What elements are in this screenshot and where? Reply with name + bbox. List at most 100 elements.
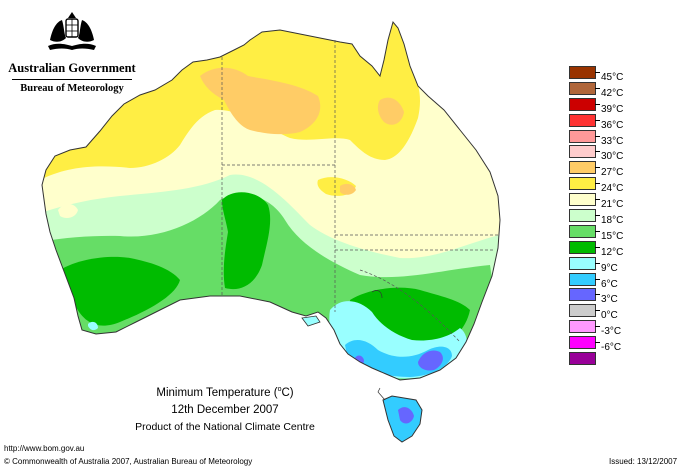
legend-label: -6°C: [601, 342, 622, 354]
legend-tick: [595, 326, 600, 328]
legend-swatch: [569, 193, 596, 207]
logo-divider: [12, 79, 132, 80]
legend-tick: [595, 72, 600, 73]
legend-swatch: [569, 209, 596, 223]
state-borders: [221, 40, 500, 343]
map-title: Minimum Temperature (oC): [156, 386, 294, 399]
legend-tick: [595, 87, 600, 89]
legend-tick: [595, 278, 600, 280]
legend-label: 9°C: [601, 262, 618, 274]
legend-swatch: [569, 97, 596, 111]
legend-swatch: [569, 161, 596, 175]
band-27-cape: [377, 97, 404, 125]
legend-row: -3°C: [569, 320, 633, 338]
government-name: Australian Government: [8, 61, 136, 75]
legend-row: 24°C: [569, 177, 633, 195]
band-27-kimberley: [200, 67, 321, 135]
bass-strait-islands: [377, 387, 386, 401]
legend-tick: [595, 103, 600, 105]
legend-swatch: [569, 129, 596, 143]
bureau-name: Bureau of Meteorology: [20, 83, 124, 94]
legend-label: 36°C: [601, 119, 624, 131]
legend-label: 12°C: [601, 246, 624, 258]
band-12-southwest: [60, 256, 180, 326]
legend-row: 9°C: [569, 256, 633, 274]
legend-row: 18°C: [569, 209, 633, 227]
legend-label: 6°C: [601, 278, 618, 290]
legend-swatch: [569, 320, 596, 334]
legend-tick: [595, 215, 600, 217]
legend-tick: [595, 310, 600, 312]
legend-row: [569, 352, 633, 368]
map-date: 12th December 2007: [171, 404, 279, 416]
band-12-central: [222, 192, 271, 290]
band-21-east-pocket: [450, 147, 468, 166]
legend-label: 24°C: [601, 183, 624, 195]
legend-row: -6°C: [569, 336, 633, 354]
kangaroo-island: [301, 315, 321, 327]
legend-swatch: [569, 336, 596, 350]
legend-row: 45°C: [569, 66, 633, 83]
legend-tick: [595, 342, 600, 344]
temperature-legend: 45°C 42°C 39°C 36°C 33°C 30°C 27°C 24°C 21°C 18°C…: [569, 66, 633, 368]
legend-tick: [595, 262, 600, 264]
legend-swatch: [569, 240, 596, 254]
river-marker: [371, 290, 383, 299]
legend-swatch: [569, 256, 596, 270]
legend-tick: [595, 199, 600, 201]
legend-tick: [595, 151, 600, 153]
legend-label: 15°C: [601, 230, 624, 242]
agency-logo: Australian Government Bureau of Meteorol…: [8, 10, 136, 94]
legend-row: 27°C: [569, 161, 633, 179]
band-27-gulf: [340, 183, 356, 195]
legend-row: 42°C: [569, 81, 633, 99]
legend-row: 36°C: [569, 113, 633, 131]
legend-label: -3°C: [601, 326, 622, 338]
tasmania-3-zone: [398, 407, 414, 424]
legend-swatch: [569, 224, 596, 238]
legend-label: 21°C: [601, 199, 624, 211]
legend-row: 15°C: [569, 224, 633, 242]
legend-label: 30°C: [601, 151, 624, 163]
legend-label: 39°C: [601, 103, 624, 115]
map-product-credit: Product of the National Climate Centre: [135, 421, 315, 433]
legend-label: 18°C: [601, 215, 624, 227]
legend-tick: [595, 183, 600, 185]
coat-of-arms-icon: [48, 12, 96, 50]
legend-row: 0°C: [569, 304, 633, 322]
mainland-coastline: [41, 20, 501, 381]
legend-swatch: [569, 288, 596, 302]
legend-swatch: [569, 177, 596, 191]
legend-tick: [595, 119, 600, 121]
legend-row: 30°C: [569, 145, 633, 163]
legend-label: 0°C: [601, 310, 618, 322]
legend-swatch: [569, 81, 596, 95]
copyright-notice: © Commonwealth of Australia 2007, Austra…: [4, 457, 253, 466]
legend-row: 12°C: [569, 240, 633, 258]
legend-tick: [595, 294, 600, 296]
legend-label: 33°C: [601, 135, 624, 147]
issued-date: Issued: 13/12/2007: [609, 457, 678, 466]
legend-tick: [595, 167, 600, 169]
band-21-west-pocket: [58, 204, 78, 218]
legend-label: 42°C: [601, 87, 624, 99]
band-3-alpine: [418, 350, 443, 371]
legend-swatch: [569, 113, 596, 127]
legend-row: 6°C: [569, 272, 633, 290]
legend-tick: [595, 135, 600, 137]
legend-label: 3°C: [601, 294, 618, 306]
legend-swatch: [569, 145, 596, 159]
legend-label: 45°C: [601, 72, 624, 83]
legend-row: 21°C: [569, 193, 633, 211]
legend-swatch: [569, 352, 596, 366]
legend-tick: [595, 246, 600, 248]
legend-row: 3°C: [569, 288, 633, 306]
legend-swatch: [569, 272, 596, 286]
band-21-interior: [215, 118, 301, 169]
website-url[interactable]: http://www.bom.gov.au: [4, 444, 85, 453]
legend-tick: [595, 230, 600, 232]
legend-swatch: [569, 304, 596, 318]
legend-label: 27°C: [601, 167, 624, 179]
southwest-9-zone: [88, 321, 98, 331]
